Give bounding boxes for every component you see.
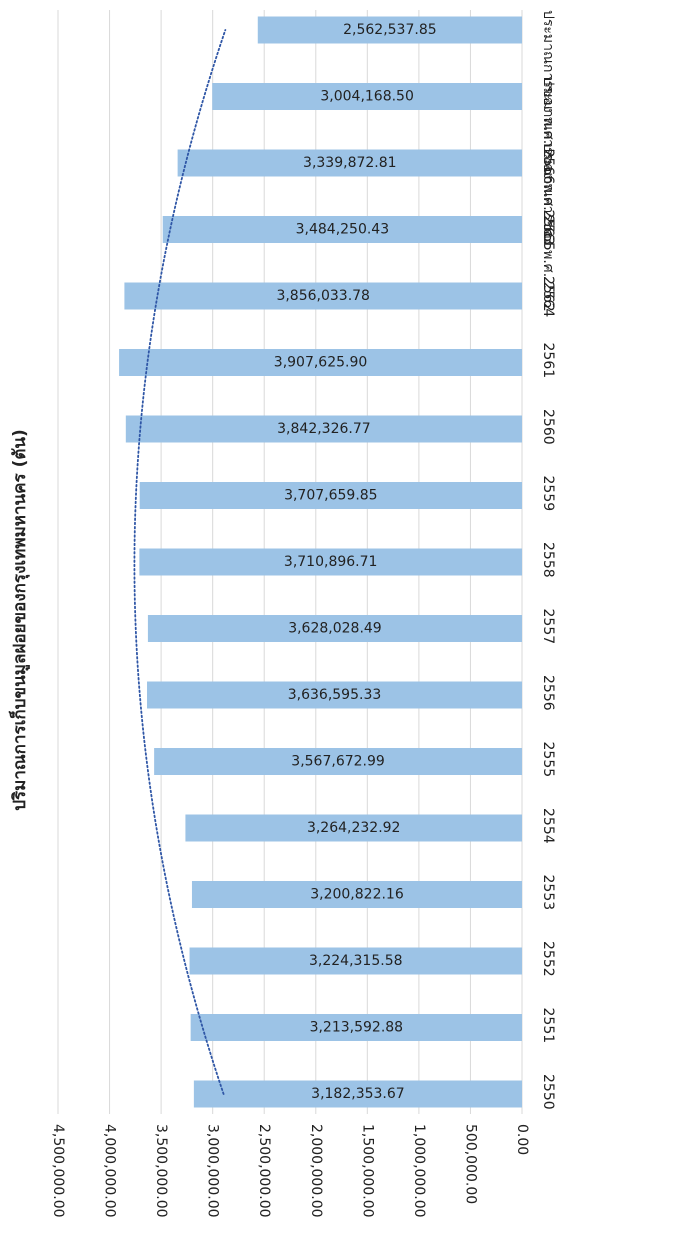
bar-data-label: 3,907,625.90 (274, 355, 368, 371)
bar (189, 947, 522, 975)
value-axis-tick-label: 0.00 (514, 1124, 530, 1155)
category-axis-label: 2562 (540, 276, 556, 312)
value-axis-tick-label: 4,000,000.00 (102, 1124, 118, 1218)
value-axis-tick-label: 1,500,000.00 (359, 1124, 375, 1218)
value-axis-tick-label: 1,000,000.00 (411, 1124, 427, 1218)
bar (191, 881, 523, 908)
bar (154, 748, 522, 775)
bar-data-label: 3,264,232.92 (307, 820, 401, 836)
bar-data-label: 3,213,592.88 (310, 1020, 404, 1036)
category-axis-label: 2550 (540, 1074, 556, 1110)
category-axis-label: ประมาณการของ พ.ศ. 2565 (540, 77, 556, 251)
category-axis-label: 2561 (540, 343, 556, 379)
value-axis-tick-label: 2,500,000.00 (256, 1124, 272, 1218)
category-axis-label: ประมาณการของ พ.ศ. 2564 (540, 143, 556, 317)
value-axis-tick-label: 2,000,000.00 (308, 1124, 324, 1218)
bar-data-label: 3,224,315.58 (309, 953, 403, 969)
bar (125, 415, 522, 443)
bar-data-label: 2,562,537.85 (343, 22, 437, 38)
bar (147, 681, 522, 709)
bar-data-label: 3,856,033.78 (276, 288, 370, 304)
bar-data-label: 3,636,595.33 (288, 687, 382, 703)
bar-data-label: 3,842,326.77 (277, 421, 371, 437)
bar (212, 83, 522, 110)
category-axis-label: 2563 (540, 210, 556, 246)
bar (190, 1014, 522, 1041)
value-axis-tick-label: 3,000,000.00 (205, 1124, 221, 1218)
category-axis-label: 2554 (540, 808, 556, 844)
value-axis-tick-label: 3,500,000.00 (153, 1124, 169, 1218)
value-axis-tick-label: 4,500,000.00 (50, 1124, 66, 1218)
category-axis-labels: 2550 2551 2552 2553 2554 2555 2556 2557 2558 2559… (540, 10, 556, 1110)
bar-data-label: 3,004,168.50 (320, 89, 414, 105)
category-axis-label: 2555 (540, 742, 556, 778)
bar (177, 149, 522, 177)
category-axis-label: 2556 (540, 675, 556, 711)
category-axis-label: 2560 (540, 409, 556, 445)
category-axis-label: 2559 (540, 476, 556, 512)
value-axis-tick-label: 500,000.00 (462, 1124, 478, 1204)
category-axis-label: 2552 (540, 941, 556, 977)
bar (139, 548, 523, 576)
value-axis-ticks: 0.00 500,000.00 1,000,000.00 1,500,000.00 2,… (50, 1124, 530, 1218)
bars: 3,182,353.67 3,213,592.88 3,224,315.58 3,20… (119, 16, 523, 1108)
bar-data-label: 3,484,250.43 (296, 222, 390, 238)
trendline-group (133, 29, 227, 1095)
bar (119, 349, 522, 376)
bar (257, 16, 522, 44)
bar (193, 1080, 522, 1108)
bar-data-label: 3,339,872.81 (303, 155, 397, 171)
bar (185, 814, 522, 842)
bar-data-label: 3,567,672.99 (291, 754, 385, 770)
bar-data-label: 3,710,896.71 (284, 554, 378, 570)
category-axis-label: 2553 (540, 875, 556, 911)
category-axis-label: 2557 (540, 609, 556, 645)
trendline (133, 29, 227, 1095)
bar (139, 482, 522, 509)
category-axis-label: 2558 (540, 542, 556, 578)
bar-data-label: 3,200,822.16 (310, 887, 404, 903)
bar-data-label: 3,628,028.49 (288, 621, 382, 637)
bar-data-label: 3,182,353.67 (311, 1086, 405, 1102)
category-axis-label: ประมาณการของ พ.ศ. 2566 (540, 10, 556, 184)
value-axis-title: ปริมาณการเก็บขนมูลฝอยของกรุงเทพมหานคร (ต… (7, 429, 31, 811)
bar-data-label: 3,707,659.85 (284, 488, 378, 504)
bar (124, 282, 522, 310)
bar (162, 216, 523, 243)
category-axis-label: 2551 (540, 1008, 556, 1044)
bar (147, 615, 522, 642)
